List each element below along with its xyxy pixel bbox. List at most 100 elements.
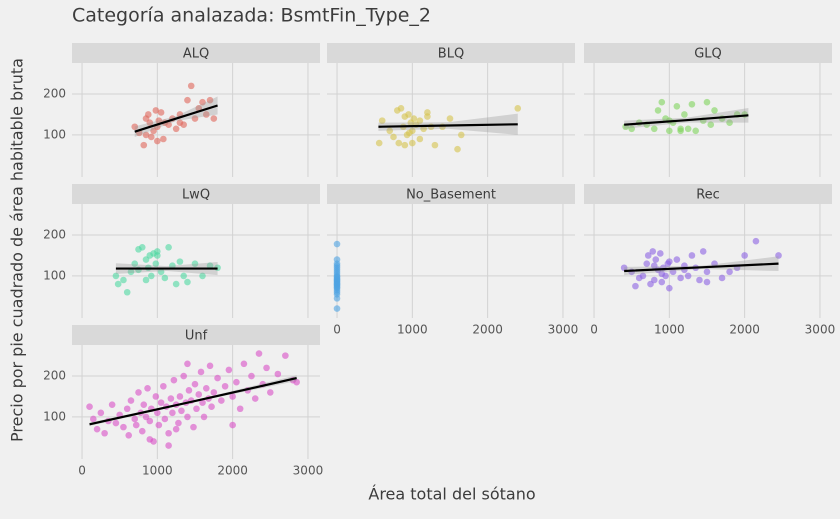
point bbox=[666, 284, 673, 292]
point bbox=[142, 276, 150, 284]
y-tick-label: 200 bbox=[43, 87, 66, 101]
x-tick-label: 2000 bbox=[729, 323, 760, 337]
point bbox=[406, 129, 413, 137]
point bbox=[176, 119, 184, 126]
point bbox=[155, 421, 163, 429]
point bbox=[431, 141, 439, 149]
point bbox=[688, 100, 696, 108]
y-tick-label: 200 bbox=[43, 228, 66, 242]
point bbox=[148, 272, 155, 280]
fit-line bbox=[624, 262, 779, 273]
point bbox=[172, 425, 180, 433]
point bbox=[236, 405, 244, 413]
point bbox=[178, 407, 185, 415]
point bbox=[673, 256, 681, 263]
point bbox=[175, 419, 182, 427]
point bbox=[333, 240, 341, 248]
point bbox=[333, 305, 341, 312]
strip bbox=[72, 43, 320, 63]
strip-label: Unf bbox=[185, 329, 208, 344]
point bbox=[726, 268, 733, 276]
point bbox=[152, 260, 160, 267]
point bbox=[711, 107, 718, 114]
x-tick-label: 3000 bbox=[805, 323, 836, 337]
point bbox=[131, 415, 139, 423]
point bbox=[165, 244, 172, 251]
point bbox=[160, 135, 167, 143]
confidence-band bbox=[624, 256, 779, 276]
point bbox=[333, 256, 341, 263]
point bbox=[677, 274, 684, 282]
point bbox=[127, 397, 135, 404]
point bbox=[688, 252, 696, 259]
point bbox=[401, 141, 409, 149]
point bbox=[681, 111, 688, 118]
point bbox=[446, 115, 454, 122]
point bbox=[233, 378, 240, 386]
point bbox=[202, 385, 210, 392]
point bbox=[775, 252, 782, 259]
point bbox=[240, 360, 248, 368]
point bbox=[165, 121, 172, 128]
point bbox=[144, 385, 151, 392]
point bbox=[410, 115, 418, 122]
point bbox=[225, 366, 233, 374]
point bbox=[666, 258, 673, 265]
strip bbox=[72, 184, 320, 204]
point bbox=[293, 378, 300, 386]
x-tick-label: 0 bbox=[78, 464, 86, 478]
point bbox=[184, 413, 191, 421]
strip-label: No_Basement bbox=[406, 188, 496, 203]
point bbox=[146, 436, 154, 443]
confidence-band bbox=[378, 113, 518, 135]
point bbox=[229, 421, 236, 429]
point bbox=[405, 111, 412, 118]
point bbox=[101, 429, 108, 437]
point bbox=[707, 121, 715, 128]
point bbox=[169, 262, 176, 269]
point bbox=[390, 133, 397, 141]
y-tick-label: 100 bbox=[43, 127, 66, 141]
point bbox=[454, 145, 461, 153]
point bbox=[197, 368, 205, 376]
y-tick-label: 200 bbox=[43, 369, 66, 383]
point bbox=[718, 274, 726, 282]
fit-line bbox=[89, 377, 297, 426]
fit-line bbox=[378, 123, 518, 128]
point bbox=[135, 389, 142, 396]
point bbox=[160, 382, 167, 390]
point bbox=[157, 109, 165, 116]
x-tick-label: 3000 bbox=[293, 464, 324, 478]
point bbox=[154, 252, 161, 259]
point bbox=[191, 115, 199, 122]
fit-line bbox=[134, 104, 218, 133]
point bbox=[157, 399, 165, 406]
point bbox=[165, 442, 172, 449]
point bbox=[146, 417, 154, 425]
strip-label: LwQ bbox=[182, 188, 210, 203]
point bbox=[703, 268, 711, 276]
point bbox=[375, 139, 383, 147]
point bbox=[190, 423, 197, 431]
point bbox=[658, 270, 666, 278]
point bbox=[120, 423, 127, 431]
point bbox=[692, 127, 699, 135]
point bbox=[699, 248, 707, 255]
point bbox=[206, 96, 214, 104]
point bbox=[123, 405, 131, 413]
point bbox=[248, 372, 255, 380]
point bbox=[658, 278, 666, 286]
chart-title: Categoría analazada: BsmtFin_Type_2 bbox=[72, 5, 431, 27]
point bbox=[263, 364, 270, 372]
point bbox=[282, 352, 289, 359]
x-tick-label: 0 bbox=[590, 323, 598, 337]
point bbox=[131, 260, 139, 267]
point bbox=[169, 409, 176, 417]
point bbox=[180, 372, 187, 380]
point bbox=[165, 429, 172, 437]
strip bbox=[72, 325, 320, 345]
point bbox=[656, 250, 664, 257]
point bbox=[650, 262, 658, 269]
strip-label: BLQ bbox=[438, 47, 464, 62]
